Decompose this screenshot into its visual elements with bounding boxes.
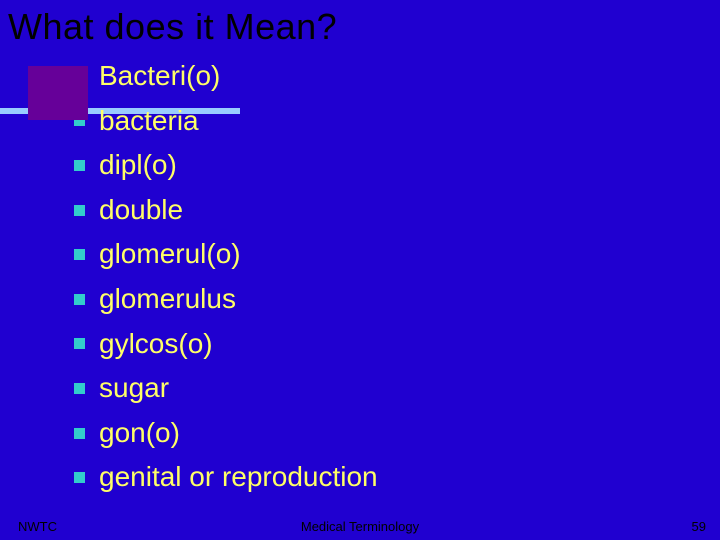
list-item: glomerulus — [74, 279, 378, 320]
square-bullet-icon — [74, 160, 85, 171]
list-item-text: double — [99, 190, 183, 231]
content-area: Bacteri(o) bacteria dipl(o) double glome… — [74, 56, 378, 502]
list-item-text: genital or reproduction — [99, 457, 378, 498]
list-item-text: gylcos(o) — [99, 324, 213, 365]
list-item: bacteria — [74, 101, 378, 142]
square-bullet-icon — [74, 294, 85, 305]
list-item: double — [74, 190, 378, 231]
bullet-list: Bacteri(o) bacteria dipl(o) double glome… — [74, 56, 378, 498]
decoration-block — [28, 66, 88, 120]
footer-right: 59 — [692, 519, 706, 534]
square-bullet-icon — [74, 472, 85, 483]
list-item: sugar — [74, 368, 378, 409]
list-item-text: bacteria — [99, 101, 199, 142]
slide: What does it Mean? Bacteri(o) bacteria d… — [0, 0, 720, 540]
square-bullet-icon — [74, 338, 85, 349]
list-item-text: glomerulus — [99, 279, 236, 320]
list-item: glomerul(o) — [74, 234, 378, 275]
list-item: dipl(o) — [74, 145, 378, 186]
list-item-text: Bacteri(o) — [99, 56, 220, 97]
list-item-text: gon(o) — [99, 413, 180, 454]
list-item: Bacteri(o) — [74, 56, 378, 97]
list-item: gylcos(o) — [74, 324, 378, 365]
footer-center: Medical Terminology — [0, 519, 720, 534]
list-item: gon(o) — [74, 413, 378, 454]
square-bullet-icon — [74, 205, 85, 216]
list-item-text: glomerul(o) — [99, 234, 241, 275]
square-bullet-icon — [74, 383, 85, 394]
list-item: genital or reproduction — [74, 457, 378, 498]
square-bullet-icon — [74, 249, 85, 260]
square-bullet-icon — [74, 428, 85, 439]
slide-title: What does it Mean? — [0, 0, 720, 48]
list-item-text: dipl(o) — [99, 145, 177, 186]
list-item-text: sugar — [99, 368, 169, 409]
